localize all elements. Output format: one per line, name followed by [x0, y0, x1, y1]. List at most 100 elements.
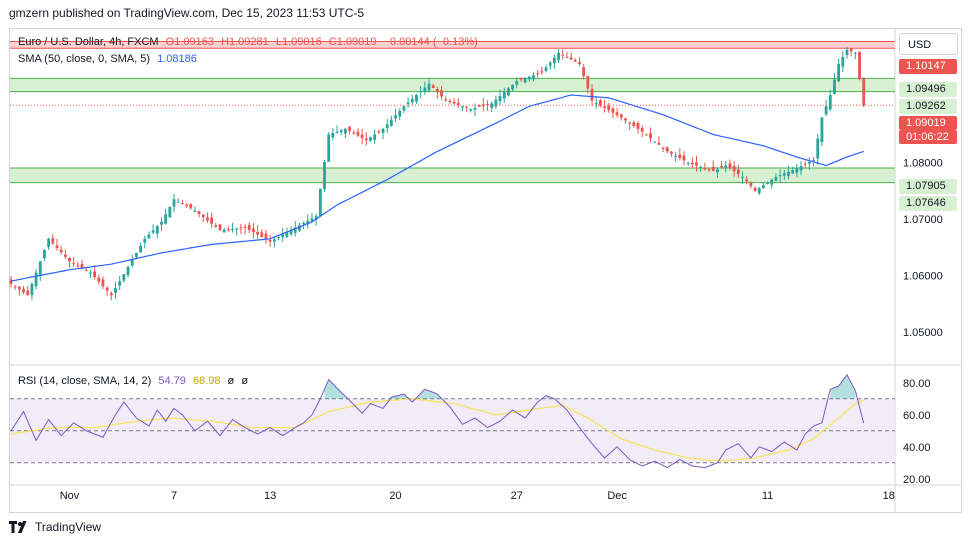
time-axis-label: 7: [171, 490, 177, 502]
candle-body: [164, 214, 168, 224]
candle-body: [289, 229, 293, 235]
candle-body: [318, 188, 322, 216]
candle-body: [532, 75, 535, 80]
candle-body: [690, 162, 694, 165]
candle-body: [139, 245, 142, 253]
candle-body: [640, 127, 644, 132]
candle-body: [310, 218, 314, 222]
candle-body: [665, 147, 669, 152]
candle-body: [611, 108, 615, 113]
candle-body: [515, 80, 519, 85]
candle-body: [331, 133, 335, 138]
currency-button[interactable]: USD: [899, 33, 958, 55]
candle-body: [444, 99, 448, 101]
candle-body: [745, 179, 749, 182]
candle-body: [778, 175, 782, 177]
footer-brand[interactable]: TradingView: [9, 520, 101, 534]
rsi-line: [10, 373, 865, 469]
candle-body: [97, 277, 101, 282]
candle-body: [193, 210, 197, 212]
candle-body: [465, 106, 469, 108]
candle-body: [176, 201, 180, 203]
candle-body: [423, 87, 427, 92]
candle-body: [101, 279, 105, 287]
rsi-axis-label: 80.00: [903, 378, 931, 390]
candle-body: [523, 78, 527, 83]
rsi-sma-line: [10, 398, 864, 462]
candle-body: [540, 71, 544, 73]
rsi-overbought-fill: [324, 374, 856, 399]
candle-body: [536, 73, 540, 75]
candle-body: [603, 106, 606, 108]
time-axis-label: Nov: [60, 490, 80, 502]
candle-body: [352, 132, 356, 134]
candle-body: [59, 249, 63, 253]
candle-body: [644, 134, 648, 136]
candle-body: [285, 232, 289, 237]
time-axis-label: 13: [264, 490, 276, 502]
candle-body: [853, 52, 857, 54]
candle-body: [553, 57, 556, 64]
candle-body: [845, 49, 849, 55]
candle-body: [632, 122, 636, 127]
price-axis-label: 1.07000: [903, 214, 943, 226]
candle-body: [586, 75, 590, 89]
candle-body: [293, 227, 297, 234]
rsi-legend: RSI (14, close, SMA, 14, 2) 54.79 68.98 …: [18, 375, 252, 387]
candle-body: [9, 279, 13, 284]
rsi-legend-value: 54.79: [158, 375, 186, 387]
candle-body: [757, 188, 761, 194]
candle-body: [180, 203, 184, 205]
candle-body: [527, 76, 531, 80]
candle-body: [624, 118, 627, 121]
candle-body: [34, 272, 38, 287]
candle-body: [477, 105, 481, 107]
candle-body: [247, 224, 251, 230]
candle-body: [231, 228, 234, 230]
candle-body: [272, 239, 276, 242]
sma-legend-label: SMA (50, close, 0, SMA, 5): [18, 53, 151, 65]
candle-body: [498, 95, 502, 102]
candle-body: [143, 238, 147, 243]
candle-body: [598, 100, 602, 106]
candle-body: [649, 133, 652, 139]
candle-body: [17, 286, 21, 290]
candle-body: [252, 228, 255, 233]
candle-body: [544, 67, 548, 71]
candle-body: [615, 112, 619, 116]
candle-body: [118, 281, 122, 286]
candle-body: [235, 228, 239, 230]
candle-body: [197, 211, 201, 214]
candle-body: [89, 272, 92, 274]
candle-body: [26, 290, 30, 296]
candle-body: [406, 102, 410, 105]
candle-body: [369, 137, 372, 141]
candle-body: [218, 224, 222, 231]
candle-body: [841, 56, 845, 67]
candle-body: [699, 166, 703, 168]
candle-body: [716, 169, 719, 173]
candle-body: [281, 234, 285, 238]
candle-body: [619, 114, 623, 118]
chart-frame[interactable]: [9, 28, 962, 513]
candle-body: [201, 214, 205, 218]
candle-body: [594, 103, 598, 105]
candle-body: [419, 91, 423, 93]
price-axis-label: 1.06000: [903, 270, 943, 282]
candle-body: [753, 187, 757, 191]
candle-body: [791, 170, 795, 174]
candle-body: [373, 134, 377, 140]
candle-body: [268, 239, 272, 242]
candle-body: [130, 259, 134, 266]
candle-body: [55, 245, 59, 248]
candle-body: [155, 226, 159, 234]
candle-body: [461, 106, 464, 108]
candle-body: [703, 168, 707, 170]
candle-body: [682, 155, 686, 161]
candle-body: [774, 176, 778, 181]
candle-body: [803, 163, 807, 165]
candle-body: [360, 134, 364, 138]
candle-body: [494, 99, 498, 107]
candle-body: [711, 166, 715, 172]
